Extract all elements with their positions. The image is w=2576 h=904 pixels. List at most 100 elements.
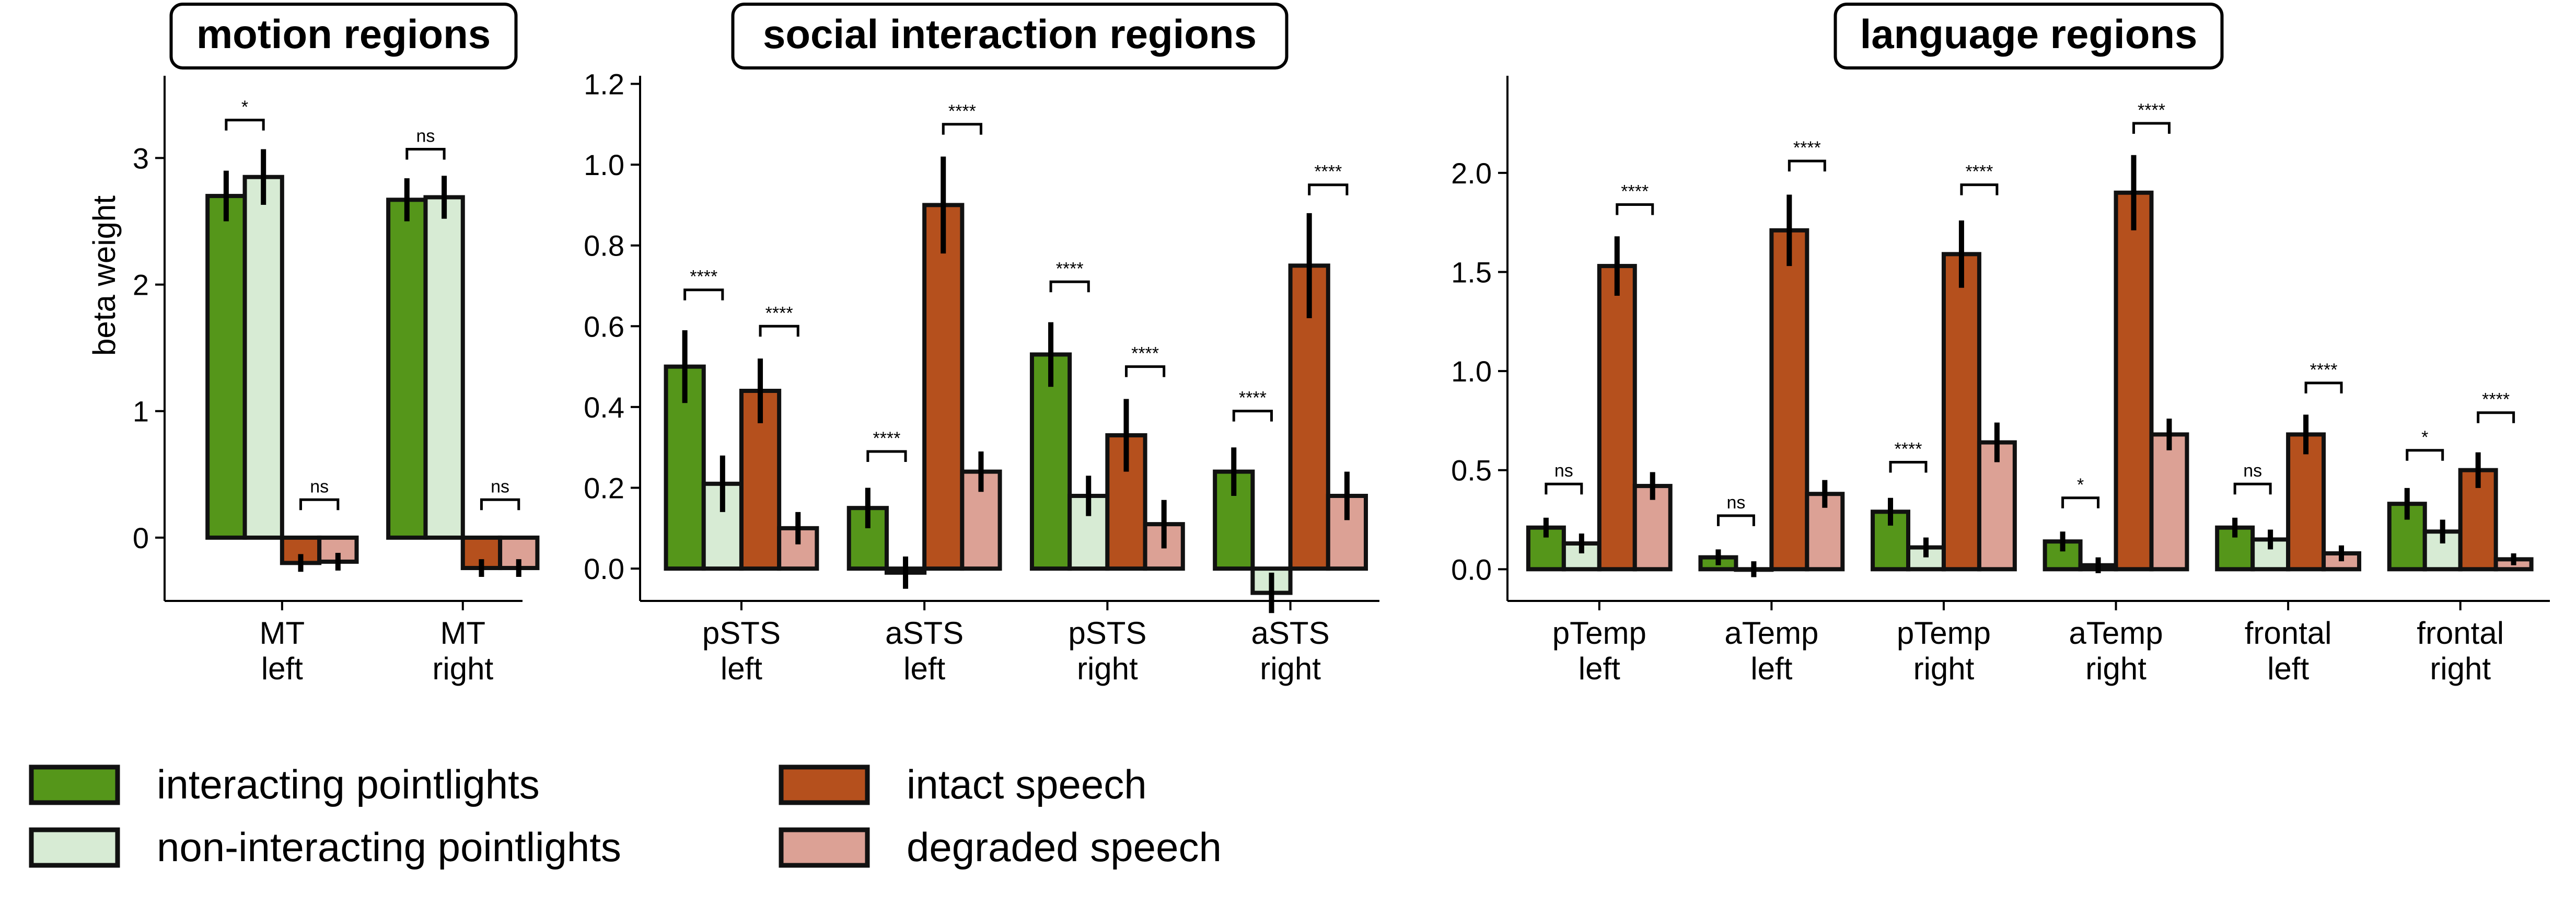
x-tick-label: aTemp [2069,616,2163,651]
significance-bracket [759,324,799,337]
significance-label: **** [2482,390,2510,410]
significance-bracket [1124,365,1166,377]
significance-bracket [1232,410,1273,422]
bar [1941,252,1981,572]
x-tick-label: right [1913,651,1975,686]
significance-label: ns [2243,461,2262,481]
significance-label: **** [1131,344,1159,364]
bar [1597,264,1637,572]
y-tick-label: 1.0 [1451,355,1492,388]
significance-label: **** [1239,388,1267,408]
significance-bracket [2406,449,2444,461]
bar [386,198,428,540]
legend-label: degraded speech [907,824,1222,870]
y-tick-label: 0.6 [584,310,624,343]
significance-bracket [405,147,446,160]
x-tick-label: right [1260,651,1321,686]
legend-swatch [779,764,870,805]
y-axis-label: beta weight [87,195,122,356]
y-tick-label: 2 [133,269,149,302]
bar [423,195,465,540]
panel-title-box [1834,3,2224,69]
x-tick-label: pSTS [1068,616,1146,651]
x-tick-label: left [721,651,762,686]
significance-label: ns [310,477,329,496]
significance-bracket [1049,280,1090,293]
x-tick-label: right [1077,651,1138,686]
x-tick-label: left [1750,651,1792,686]
legend-label: non-interacting pointlights [157,824,621,870]
significance-label: **** [1314,162,1342,182]
significance-label: ns [491,477,509,496]
legend-swatch [29,827,120,868]
panel-title: social interaction regions [763,11,1257,57]
significance-bracket [942,123,982,135]
significance-bracket [683,288,724,300]
y-tick-label: 0.8 [584,229,624,262]
x-tick-label: left [903,651,945,686]
y-tick-label: 0.5 [1451,454,1492,487]
bar [2149,432,2189,572]
significance-label: **** [765,303,793,323]
panel-2: social interaction regions 0.0 0.2 0.4 0.6 0.… [584,3,1379,686]
x-tick-label: pTemp [1897,616,1991,651]
y-tick-label: 1.0 [584,148,624,181]
x-tick-label: right [2085,651,2146,686]
significance-bracket [1616,203,1654,215]
significance-bracket [2304,381,2343,393]
bar [1769,228,1809,572]
y-tick-label: 1.2 [584,67,624,100]
panel-3: language regions0.00.51.01.52.0pTempleft… [1451,3,2550,686]
significance-label: **** [873,428,900,448]
significance-label: **** [1965,162,1993,182]
x-tick-label: aSTS [885,616,964,651]
legend-swatch [29,764,120,805]
significance-bracket [1545,482,1583,495]
bar [1977,440,2017,572]
panel-title: language regions [1860,11,2198,57]
panel-title-box [169,3,518,69]
panel-title: motion regions [196,11,491,57]
significance-bracket [1716,514,1755,526]
bar [242,175,284,540]
x-tick-label: left [2267,651,2309,686]
x-tick-label: right [432,651,493,686]
significance-bracket [1889,461,1928,473]
significance-bracket [1960,183,1999,195]
significance-label: **** [1793,138,1821,158]
y-tick-label: 0.4 [584,391,624,424]
significance-label: **** [1895,439,1922,459]
x-tick-label: left [1579,651,1620,686]
significance-label: **** [690,267,717,287]
y-tick-label: 0.0 [1451,553,1492,586]
x-tick-label: right [2430,651,2491,686]
y-tick-label: 3 [133,142,149,175]
significance-label: **** [1621,182,1649,202]
significance-label: **** [948,101,976,121]
significance-label: * [2077,475,2084,495]
legend-label: intact speech [907,761,1147,807]
x-tick-label: aTemp [1724,616,1818,651]
significance-label: ns [416,126,435,146]
x-tick-label: pTemp [1552,616,1646,651]
significance-bracket [2233,482,2272,495]
panel-title-box [731,3,1289,69]
significance-bracket [2061,496,2100,508]
x-tick-label: aSTS [1251,616,1330,651]
significance-bracket [299,498,340,511]
y-tick-label: 0 [133,521,149,554]
x-tick-label: pSTS [702,616,781,651]
x-tick-label: left [261,651,303,686]
legend-label: interacting pointlights [157,761,540,807]
significance-label: ns [1726,493,1745,513]
significance-label: **** [2310,360,2338,380]
y-tick-label: 0.2 [584,472,624,505]
bar [2114,190,2154,572]
significance-bracket [866,450,907,462]
bar [2286,432,2326,572]
bar [922,203,965,571]
significance-label: **** [2138,100,2165,120]
